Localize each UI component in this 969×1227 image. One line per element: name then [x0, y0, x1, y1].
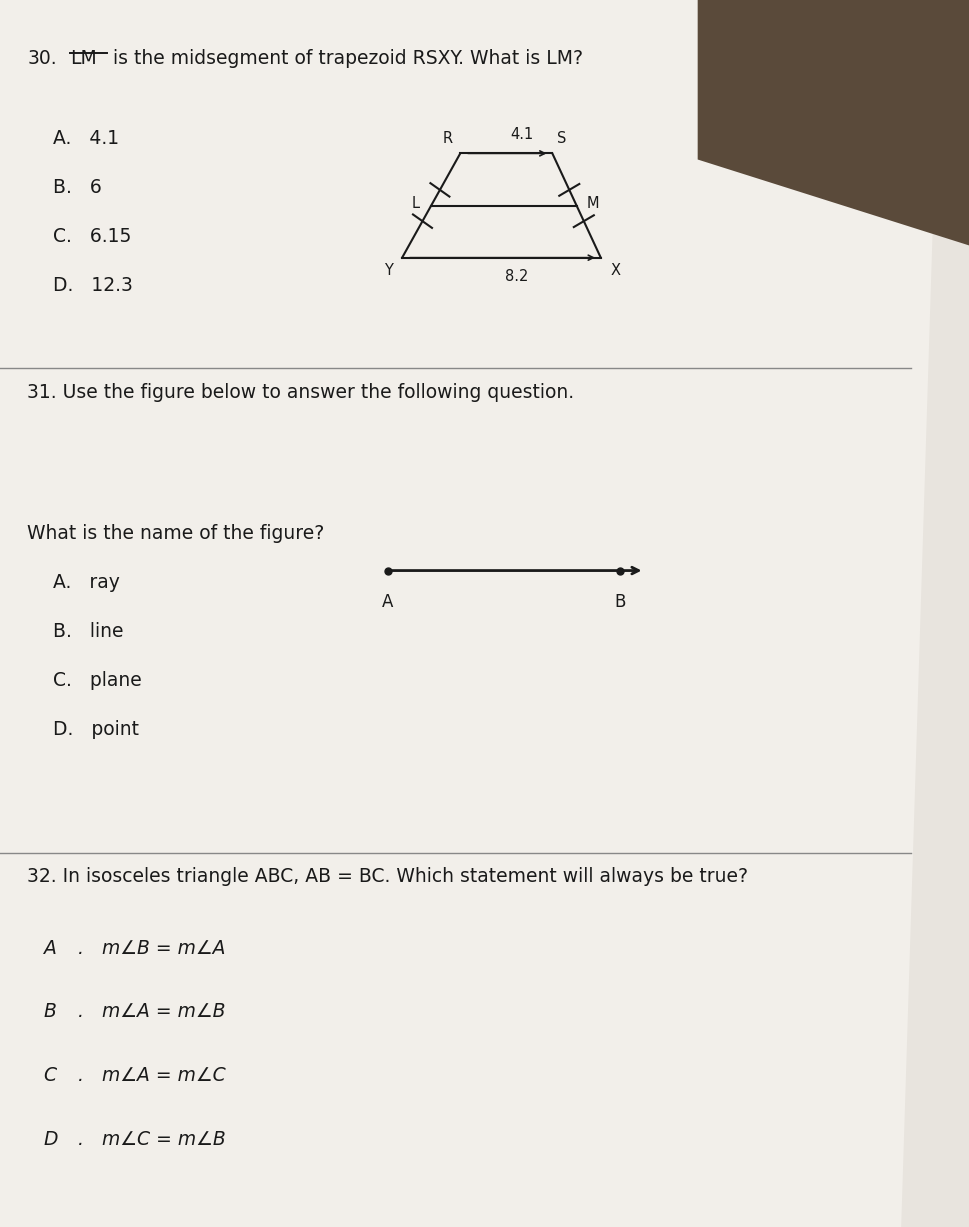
Text: M: M	[586, 195, 599, 211]
Text: L: L	[412, 195, 420, 211]
Text: .   m∠C = m∠B: . m∠C = m∠B	[78, 1130, 225, 1148]
Text: B: B	[614, 593, 626, 611]
Text: C.   plane: C. plane	[53, 671, 142, 690]
Text: What is the name of the figure?: What is the name of the figure?	[27, 524, 325, 542]
Text: X: X	[610, 263, 620, 277]
Text: A: A	[44, 939, 56, 957]
Text: C: C	[44, 1066, 57, 1085]
Text: B.   line: B. line	[53, 622, 124, 640]
Text: S: S	[557, 131, 567, 146]
Text: R: R	[443, 131, 453, 146]
Polygon shape	[698, 0, 969, 245]
Text: 30.: 30.	[27, 49, 57, 67]
Text: 8.2: 8.2	[506, 269, 529, 283]
Text: A.   ray: A. ray	[53, 573, 120, 591]
Text: D: D	[44, 1130, 58, 1148]
Text: is the midsegment of trapezoid RSXY. What is LM?: is the midsegment of trapezoid RSXY. Wha…	[107, 49, 582, 67]
Polygon shape	[0, 0, 940, 1227]
Text: .   m∠A = m∠C: . m∠A = m∠C	[78, 1066, 225, 1085]
Text: B.   6: B. 6	[53, 178, 102, 196]
Text: LM: LM	[70, 49, 97, 67]
Text: 32. In isosceles triangle ABC, AB = BC. Which statement will always be true?: 32. In isosceles triangle ABC, AB = BC. …	[27, 867, 748, 886]
Text: 31. Use the figure below to answer the following question.: 31. Use the figure below to answer the f…	[27, 383, 575, 401]
Text: .   m∠A = m∠B: . m∠A = m∠B	[78, 1002, 225, 1021]
Text: D.   12.3: D. 12.3	[53, 276, 133, 294]
Text: B: B	[44, 1002, 56, 1021]
Text: .   m∠B = m∠A: . m∠B = m∠A	[78, 939, 225, 957]
Text: C.   6.15: C. 6.15	[53, 227, 132, 245]
Text: D.   point: D. point	[53, 720, 140, 739]
Text: Y: Y	[384, 263, 392, 277]
Text: A.   4.1: A. 4.1	[53, 129, 119, 147]
Text: A: A	[382, 593, 393, 611]
Text: 4.1: 4.1	[510, 128, 533, 142]
